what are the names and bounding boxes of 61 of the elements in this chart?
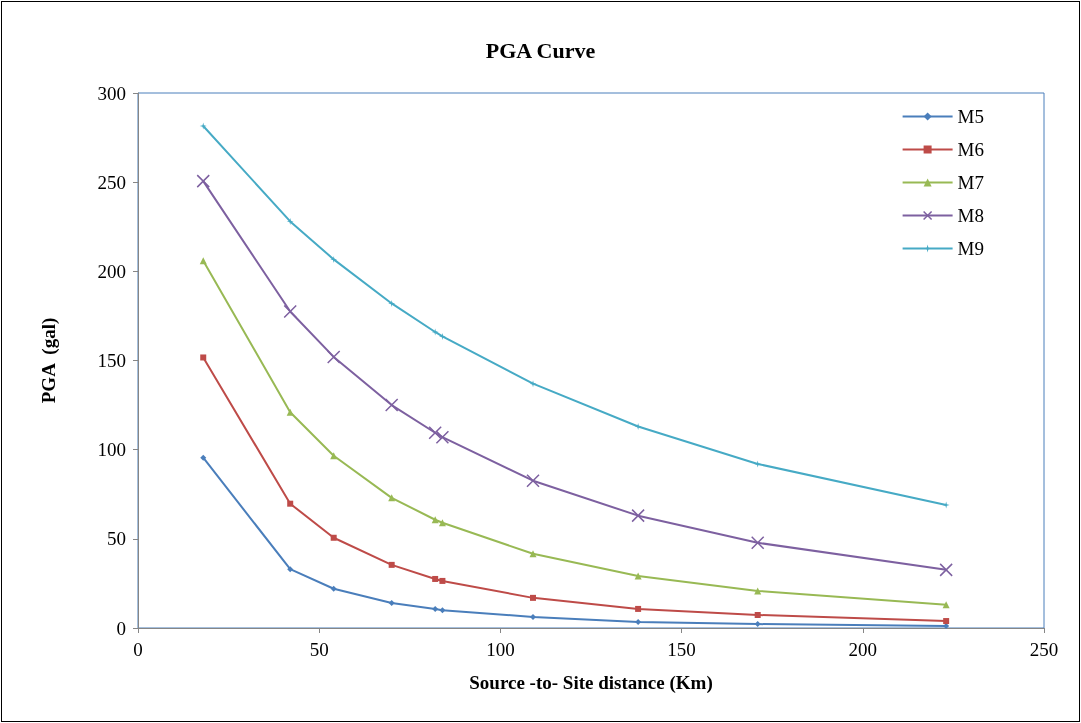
x-tick-label: 150 — [667, 639, 696, 660]
point — [435, 430, 450, 444]
legend-label: M7 — [957, 172, 985, 193]
point — [438, 519, 446, 527]
legend-label: M5 — [957, 106, 985, 127]
point — [529, 380, 537, 388]
point — [330, 255, 338, 263]
point — [526, 473, 540, 488]
point — [530, 594, 537, 601]
point — [388, 561, 395, 568]
x-axis-title: Source -to- Site distance (Km) — [469, 672, 713, 694]
point — [754, 460, 762, 468]
point — [754, 611, 761, 618]
point — [428, 425, 442, 440]
y-tick-label: 150 — [97, 350, 126, 371]
point — [438, 332, 446, 340]
y-tick-label: 300 — [97, 82, 126, 104]
y-tick-label: 100 — [97, 439, 126, 461]
point — [635, 605, 642, 612]
y-tick-label: 0 — [116, 617, 126, 639]
x-tick-label: 200 — [848, 639, 878, 660]
point — [530, 613, 537, 620]
legend-label: M6 — [957, 139, 985, 160]
y-tick-label: 50 — [107, 528, 126, 550]
point — [287, 500, 294, 507]
legend-label: M8 — [957, 205, 985, 226]
point — [286, 217, 294, 225]
point — [283, 304, 297, 319]
point — [196, 174, 210, 188]
point — [200, 354, 207, 361]
point — [939, 563, 953, 577]
point — [286, 408, 294, 416]
legend-label: M9 — [957, 238, 985, 259]
point — [529, 550, 537, 558]
point — [388, 600, 395, 607]
y-tick-label: 250 — [97, 171, 126, 193]
point — [634, 422, 642, 430]
point — [432, 575, 439, 582]
point — [432, 605, 439, 612]
point — [388, 299, 396, 307]
point — [326, 350, 341, 364]
point — [287, 566, 294, 573]
point — [943, 618, 950, 625]
point — [330, 534, 337, 541]
x-tick-label: 0 — [133, 639, 143, 660]
point — [635, 618, 642, 625]
y-tick-label: 200 — [97, 260, 126, 282]
point — [943, 623, 950, 630]
x-tick-label: 50 — [309, 639, 329, 660]
point — [330, 585, 337, 592]
point — [439, 577, 446, 584]
y-axis-title: PGA (gal) — [38, 317, 60, 404]
chart-title: PGA Curve — [485, 37, 596, 63]
point — [750, 536, 765, 550]
point — [754, 621, 761, 628]
point — [439, 607, 446, 614]
point — [200, 454, 207, 461]
x-tick-label: 100 — [486, 639, 515, 660]
point — [384, 398, 399, 412]
x-tick-label: 250 — [1029, 639, 1059, 660]
point — [631, 508, 645, 523]
